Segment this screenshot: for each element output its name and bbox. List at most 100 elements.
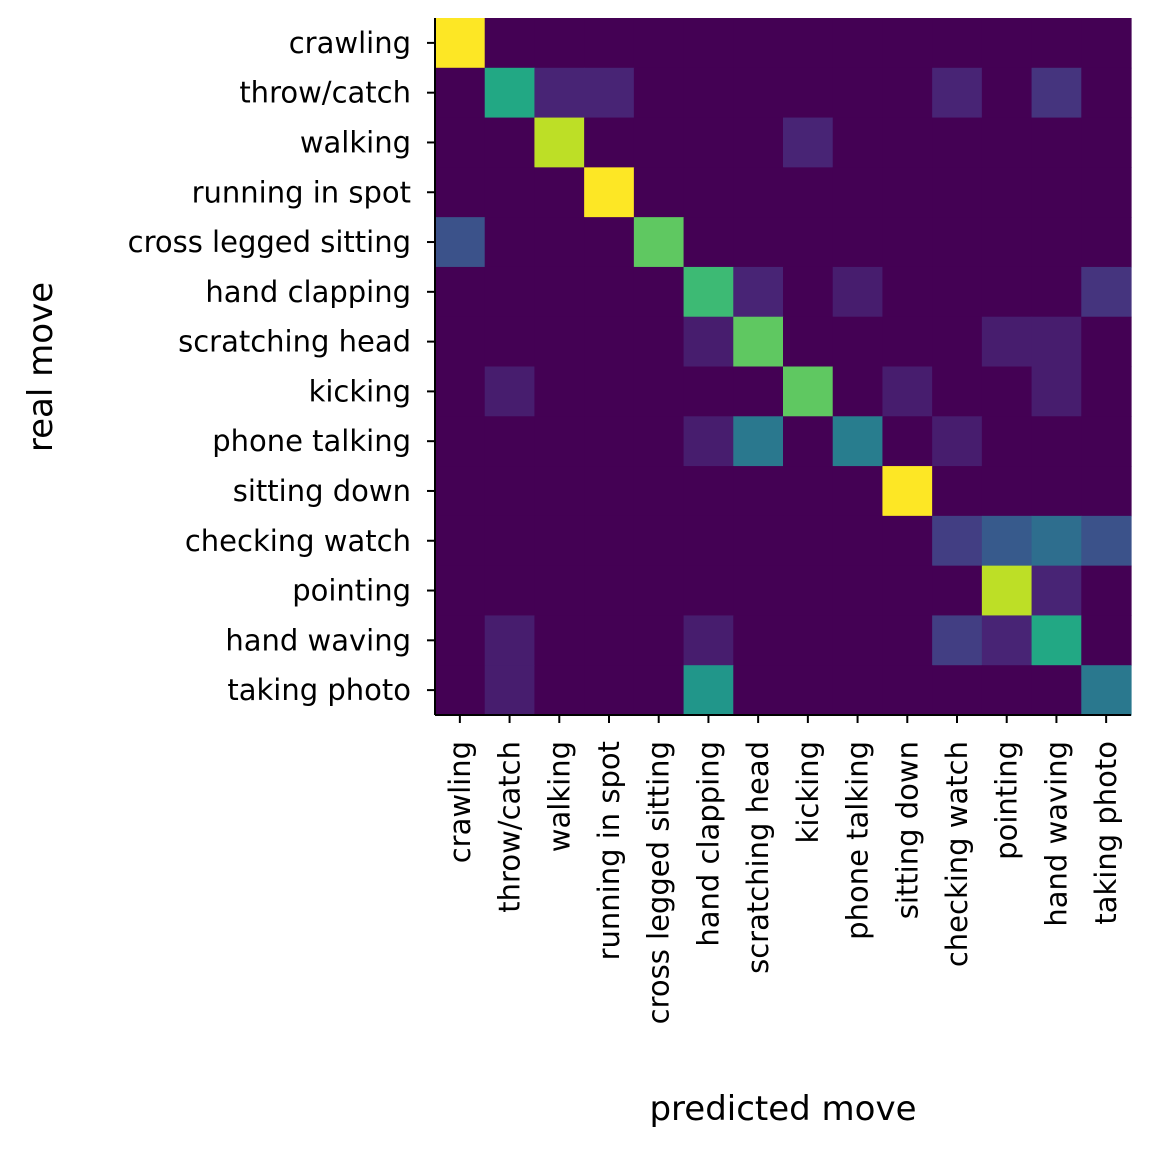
heatmap-cell xyxy=(683,67,734,119)
x-tick-label: taking photo xyxy=(1089,741,1123,925)
y-tick-label: scratching head xyxy=(178,325,411,359)
heatmap-cell xyxy=(932,316,983,368)
heatmap-cell xyxy=(882,366,933,417)
heatmap-cell xyxy=(733,565,784,617)
heatmap-cell xyxy=(733,316,784,368)
heatmap-cell xyxy=(783,466,834,517)
heatmap-cell xyxy=(484,266,536,318)
heatmap-cell xyxy=(832,466,884,517)
heatmap-cell xyxy=(534,565,585,617)
heatmap-cell xyxy=(882,167,933,218)
heatmap-cell xyxy=(584,316,635,368)
heatmap-cell xyxy=(484,67,536,119)
heatmap-cell xyxy=(1081,665,1132,716)
heatmap-cell xyxy=(733,67,784,119)
y-tick-label: checking watch xyxy=(185,524,411,558)
y-tick-label: pointing xyxy=(292,574,411,608)
heatmap-cell xyxy=(435,416,486,467)
heatmap-cell xyxy=(981,416,1033,467)
heatmap-cell xyxy=(534,167,585,218)
x-tick-label: walking xyxy=(542,741,576,852)
heatmap-cell xyxy=(832,167,884,218)
heatmap-cell xyxy=(783,615,834,666)
heatmap-cell xyxy=(733,366,784,417)
x-tick-label: pointing xyxy=(990,741,1024,860)
heatmap-cell xyxy=(534,665,585,716)
heatmap-cell xyxy=(1031,615,1082,666)
heatmap-cell xyxy=(435,266,486,318)
heatmap-cell xyxy=(783,117,834,168)
heatmap-cell xyxy=(882,665,933,716)
x-axis-label: predicted move xyxy=(649,1089,916,1129)
heatmap-cell xyxy=(484,366,536,417)
heatmap-cell xyxy=(932,67,983,119)
heatmap-cell xyxy=(783,167,834,218)
heatmap-cell xyxy=(882,466,933,517)
heatmap-cell xyxy=(683,615,734,666)
heatmap-cell xyxy=(932,266,983,318)
heatmap-cell xyxy=(932,615,983,666)
heatmap-cell xyxy=(932,416,983,467)
heatmap-cell xyxy=(484,466,536,517)
heatmap-cell xyxy=(1031,67,1082,119)
heatmap-cell xyxy=(783,515,834,567)
heatmap-cell xyxy=(1081,117,1132,168)
heatmap-cell xyxy=(484,117,536,168)
heatmap-cell xyxy=(633,615,685,666)
heatmap-cell xyxy=(435,466,486,517)
heatmap-cell xyxy=(534,615,585,666)
heatmap-cell xyxy=(683,167,734,218)
heatmap-cell xyxy=(435,615,486,666)
heatmap-cell xyxy=(1031,117,1082,168)
heatmap-cell xyxy=(534,515,585,567)
heatmap-cell xyxy=(534,316,585,368)
heatmap-cell xyxy=(1031,217,1082,268)
heatmap-cell xyxy=(981,18,1033,69)
heatmap-cell xyxy=(1081,217,1132,268)
heatmap-cell xyxy=(932,167,983,218)
heatmap-cell xyxy=(733,466,784,517)
x-tick-label: crawling xyxy=(443,741,477,863)
heatmap-cell xyxy=(832,665,884,716)
x-tick-label: checking watch xyxy=(940,741,974,967)
heatmap-cell xyxy=(683,366,734,417)
heatmap-cell xyxy=(783,565,834,617)
heatmap-cell xyxy=(1081,316,1132,368)
heatmap-cell xyxy=(683,18,734,69)
heatmap-cell xyxy=(1031,665,1082,716)
heatmap-cell xyxy=(534,416,585,467)
heatmap-cell xyxy=(484,18,536,69)
heatmap-cell xyxy=(435,665,486,716)
heatmap-cell xyxy=(435,67,486,119)
heatmap-cell xyxy=(882,615,933,666)
heatmap-cell xyxy=(435,366,486,417)
heatmap-cell xyxy=(832,18,884,69)
heatmap-cell xyxy=(981,67,1033,119)
heatmap-cell xyxy=(783,665,834,716)
heatmap-cell xyxy=(584,167,635,218)
heatmap-cell xyxy=(435,117,486,168)
heatmap-cells xyxy=(435,18,1132,716)
y-tick-label: kicking xyxy=(309,374,411,408)
heatmap-cell xyxy=(733,18,784,69)
heatmap-cell xyxy=(534,117,585,168)
heatmap-cell xyxy=(484,665,536,716)
heatmap-cell xyxy=(633,665,685,716)
heatmap-cell xyxy=(832,266,884,318)
y-ticks: crawling throw/catch walking running in spo… xyxy=(128,26,435,707)
heatmap-cell xyxy=(1081,515,1132,567)
x-tick-label: scratching head xyxy=(741,741,775,974)
heatmap-cell xyxy=(584,18,635,69)
heatmap-cell xyxy=(584,217,635,268)
x-tick-label: hand waving xyxy=(1039,741,1073,927)
heatmap-cell xyxy=(1081,466,1132,517)
heatmap-cell xyxy=(981,217,1033,268)
heatmap-cell xyxy=(633,167,685,218)
heatmap-cell xyxy=(1081,167,1132,218)
heatmap-cell xyxy=(435,167,486,218)
heatmap-cell xyxy=(683,266,734,318)
heatmap-cell xyxy=(783,217,834,268)
heatmap-cell xyxy=(435,316,486,368)
heatmap-cell xyxy=(484,217,536,268)
